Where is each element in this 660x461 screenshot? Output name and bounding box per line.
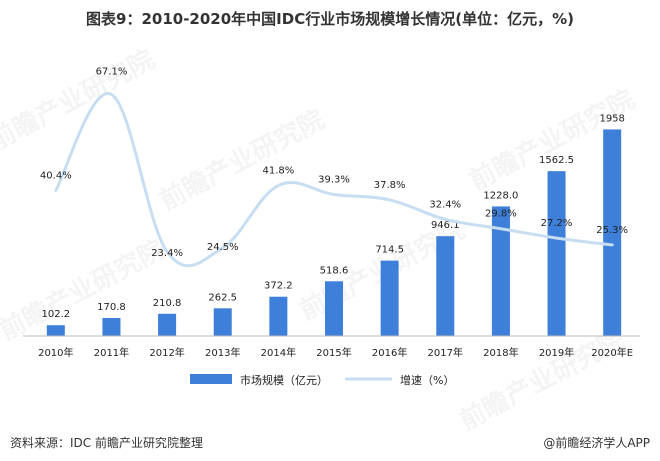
bar-5 (325, 281, 343, 336)
x-tick-label-0: 2010年 (38, 346, 73, 359)
line-label-2: 23.4% (151, 248, 183, 259)
chart-title: 图表9：2010-2020年中国IDC行业市场规模增长情况(单位：亿元，%) (86, 10, 574, 28)
brand-label: @前瞻经济学人APP (543, 436, 650, 450)
bar-label-9: 1562.5 (539, 155, 574, 166)
bar-10 (603, 129, 622, 336)
x-tick-label-9: 2019年 (539, 346, 574, 359)
x-tick-label-4: 2014年 (261, 346, 296, 359)
line-label-6: 37.8% (374, 180, 406, 191)
x-tick-label-3: 2013年 (205, 346, 240, 359)
bar-3 (213, 308, 232, 336)
line-label-9: 27.2% (541, 218, 573, 229)
bar-0 (46, 325, 65, 336)
bar-7 (436, 236, 455, 336)
x-tick-label-1: 2011年 (94, 346, 129, 359)
bar-2 (158, 313, 177, 336)
bar-label-8: 1228.0 (483, 190, 518, 201)
x-tick-label-8: 2018年 (483, 346, 518, 359)
bar-label-2: 210.8 (153, 298, 182, 309)
bar-1 (102, 317, 121, 336)
x-tick-label-2: 2012年 (149, 346, 184, 359)
line-label-7: 32.4% (429, 199, 461, 210)
x-tick-label-6: 2016年 (372, 346, 407, 359)
bar-label-10: 1958 (599, 113, 624, 124)
x-tick-label-10: 2020年E (591, 346, 633, 359)
bar-9 (547, 171, 566, 336)
bar-6 (380, 260, 399, 336)
line-label-10: 25.3% (596, 225, 628, 236)
legend-line-label: 增速（%） (400, 373, 454, 387)
line-label-8: 29.8% (485, 209, 517, 220)
x-tick-label-7: 2017年 (428, 346, 463, 359)
legend-bar-swatch (190, 374, 232, 384)
growth-line (54, 92, 614, 268)
bar-label-7: 946.1 (431, 220, 460, 231)
bar-label-3: 262.5 (208, 292, 237, 303)
line-label-4: 41.8% (262, 166, 294, 177)
line-label-0: 40.4% (40, 171, 72, 182)
line-label-3: 24.5% (207, 242, 239, 253)
bar-label-1: 170.8 (97, 302, 126, 313)
bar-label-5: 518.6 (320, 265, 349, 276)
line-label-5: 39.3% (318, 175, 350, 186)
bar-4 (269, 296, 288, 336)
legend-bar-label: 市场规模（亿元） (240, 373, 328, 387)
bar-label-0: 102.2 (41, 309, 70, 320)
bar-8 (491, 206, 510, 336)
line-label-1: 67.1% (96, 66, 128, 77)
source-note: 资料来源：IDC 前瞻产业研究院整理 (10, 436, 203, 450)
bar-label-4: 372.2 (264, 281, 293, 292)
bar-label-6: 714.5 (375, 245, 404, 256)
x-tick-label-5: 2015年 (316, 346, 351, 359)
